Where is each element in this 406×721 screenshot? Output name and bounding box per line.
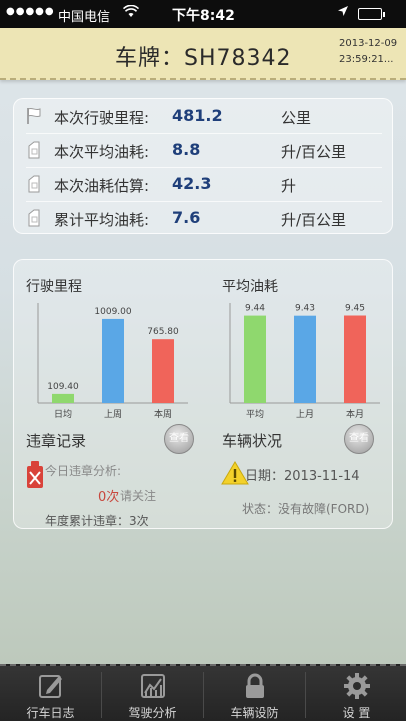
category-label: 上周: [104, 409, 122, 420]
stat-label: 本次行驶里程:: [54, 109, 150, 127]
vehicle-view-button[interactable]: 查看: [344, 424, 374, 454]
today-violation-count: 0次: [98, 490, 120, 505]
stat-value: 7.6: [172, 208, 201, 227]
stat-value: 481.2: [172, 106, 223, 125]
stat-label: 本次油耗估算:: [54, 177, 150, 195]
bar-value-label: 9.45: [345, 304, 365, 314]
stat-row-fuel-estimate: 本次油耗估算: 42.3 升: [14, 168, 392, 202]
wifi-icon: [122, 4, 140, 22]
category-label: 本周: [154, 408, 172, 420]
stat-unit: 公里: [281, 109, 312, 127]
stat-label: 本次平均油耗:: [54, 143, 150, 161]
stat-value: 42.3: [172, 174, 212, 193]
stat-unit: 升: [281, 177, 297, 195]
today-violation-label: 今日违章分析:: [45, 464, 122, 478]
mileage-bar-chart: 109.40 日均 1009.00 上周 765.80 本周: [37, 303, 188, 420]
header-bar: 车牌：SH78342 2013-12-09 23:59:21...: [0, 28, 406, 80]
today-violation-note: 请关注: [120, 489, 157, 503]
tab-label: 驾驶分析: [128, 706, 177, 720]
stat-value: 8.8: [172, 140, 201, 159]
tab-driving-analysis[interactable]: 驾驶分析: [102, 666, 203, 721]
chart-title-fuel: 平均油耗: [222, 279, 278, 295]
logbook-icon: [39, 675, 62, 698]
tab-label: 行车日志: [26, 706, 75, 720]
fuel-can-icon: [28, 141, 40, 159]
violations-title: 违章记录: [26, 432, 87, 450]
chart-bar: [244, 315, 266, 403]
category-label: 平均: [246, 408, 264, 420]
bottom-tab-bar: 行车日志 驾驶分析 车辆设防: [0, 664, 406, 721]
category-label: 上月: [296, 409, 314, 420]
category-label: 日均: [54, 408, 72, 420]
flag-icon: [27, 107, 41, 124]
stat-unit: 升/百公里: [281, 143, 347, 161]
yearly-violations: 年度累计违章：3次: [45, 514, 149, 528]
stat-row-avg-fuel: 本次平均油耗: 8.8 升/百公里: [14, 134, 392, 168]
vehicle-check-date: 日期：2013-11-14: [245, 469, 360, 484]
header-date: 2013-12-09: [339, 38, 398, 49]
warning-icon: [221, 461, 249, 485]
bar-value-label: 9.44: [245, 304, 265, 314]
summary-panel: 行驶里程 平均油耗 109.40 日均 1009.00 上周 765.80 本周 9.44…: [13, 259, 393, 529]
fuel-bar-chart: 9.44 平均 9.43 上月 9.45 本月: [229, 303, 380, 420]
trip-stats-panel: 本次行驶里程: 481.2 公里 本次平均油耗: 8.8 升/百公里 本次油耗估…: [13, 98, 393, 234]
chart-bar: [344, 315, 366, 403]
bar-value-label: 9.43: [295, 304, 315, 314]
header-time: 23:59:21...: [339, 54, 394, 65]
chart-bar: [102, 318, 124, 403]
tab-trip-log[interactable]: 行车日志: [0, 666, 101, 721]
gear-icon: [344, 673, 370, 699]
tab-settings[interactable]: 设 置: [306, 666, 406, 721]
fuel-can-icon: [28, 175, 40, 193]
status-time: 下午8:42: [172, 8, 235, 24]
stat-unit: 升/百公里: [281, 211, 347, 229]
bar-value-label: 1009.00: [94, 307, 131, 317]
chart-bar: [52, 393, 74, 403]
chart-title-mileage: 行驶里程: [26, 279, 82, 295]
battery-icon: [358, 8, 385, 20]
vehicle-status-title: 车辆状况: [222, 432, 283, 450]
lock-icon: [246, 673, 264, 698]
location-arrow-icon: [337, 5, 349, 20]
tab-vehicle-security[interactable]: 车辆设防: [204, 666, 305, 721]
carrier-name: 中国电信: [58, 10, 111, 25]
analysis-chart-icon: [141, 674, 165, 698]
chart-bar: [152, 339, 174, 403]
tab-label: 车辆设防: [230, 706, 279, 720]
category-label: 本月: [346, 408, 364, 420]
stat-label: 累计平均油耗:: [54, 211, 150, 229]
bar-value-label: 765.80: [147, 327, 179, 337]
stat-row-mileage: 本次行驶里程: 481.2 公里: [14, 100, 392, 134]
status-bar: ●●●●● 中国电信 下午8:42: [0, 0, 406, 28]
violations-view-button[interactable]: 查看: [164, 424, 194, 454]
fuel-can-icon: [28, 209, 40, 227]
bar-value-label: 109.40: [47, 382, 79, 392]
page-title: 车牌：SH78342: [115, 46, 292, 71]
signal-strength-icon: ●●●●●: [6, 6, 55, 17]
stat-row-cumulative-fuel: 累计平均油耗: 7.6 升/百公里: [14, 202, 392, 236]
traffic-ticket-icon: [27, 461, 43, 488]
tab-label: 设 置: [342, 706, 371, 720]
vehicle-fault-status: 状态：没有故障(FORD): [242, 502, 370, 516]
chart-bar: [294, 315, 316, 403]
